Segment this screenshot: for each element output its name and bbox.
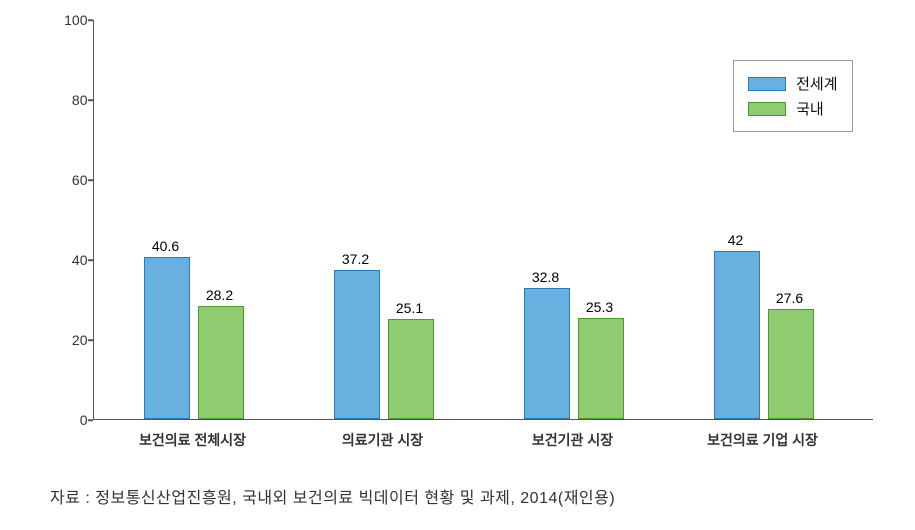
bar-value-label: 25.1	[396, 300, 423, 316]
bar-value-label: 40.6	[152, 238, 179, 254]
bar-value-label: 28.2	[206, 287, 233, 303]
chart-container: 0 20 40 60 80 100 보건의료 전체시장 의료기관 시장 보건기관 시장 보건의료…	[33, 10, 883, 450]
bar-series-1	[578, 318, 624, 419]
legend-label: 전세계	[796, 73, 837, 94]
bar-series-1	[198, 306, 244, 419]
legend: 전세계국내	[733, 60, 852, 132]
y-tick-label: 80	[63, 92, 88, 108]
legend-swatch	[748, 77, 786, 91]
bar-value-label: 27.6	[776, 290, 803, 306]
legend-item: 국내	[748, 98, 837, 119]
y-tick-mark	[88, 179, 93, 181]
bar-value-label: 25.3	[586, 299, 613, 315]
y-tick-label: 100	[63, 12, 88, 28]
x-category-label: 보건의료 기업 시장	[707, 430, 818, 450]
y-tick-label: 40	[63, 252, 88, 268]
bar-value-label: 32.8	[532, 269, 559, 285]
y-tick-mark	[88, 339, 93, 341]
bar-value-label: 42	[728, 232, 744, 248]
y-tick-mark	[88, 19, 93, 21]
bar-series-0	[524, 288, 570, 419]
y-tick-mark	[88, 259, 93, 261]
bar-value-label: 37.2	[342, 251, 369, 267]
y-tick-mark	[88, 99, 93, 101]
legend-swatch	[748, 102, 786, 116]
y-tick-label: 0	[63, 412, 88, 428]
bar-series-0	[714, 251, 760, 419]
x-category-label: 보건기관 시장	[532, 430, 613, 450]
legend-item: 전세계	[748, 73, 837, 94]
x-category-label: 보건의료 전체시장	[139, 430, 246, 450]
y-tick-label: 20	[63, 332, 88, 348]
y-tick-mark	[88, 419, 93, 421]
bar-series-0	[144, 257, 190, 419]
bar-series-1	[768, 309, 814, 419]
bar-series-1	[388, 319, 434, 419]
bar-series-0	[334, 270, 380, 419]
y-tick-label: 60	[63, 172, 88, 188]
source-text: 자료 : 정보통신산업진흥원, 국내외 보건의료 빅데이터 현황 및 과제, 2…	[50, 484, 615, 508]
legend-label: 국내	[796, 98, 824, 119]
x-category-label: 의료기관 시장	[342, 430, 423, 450]
